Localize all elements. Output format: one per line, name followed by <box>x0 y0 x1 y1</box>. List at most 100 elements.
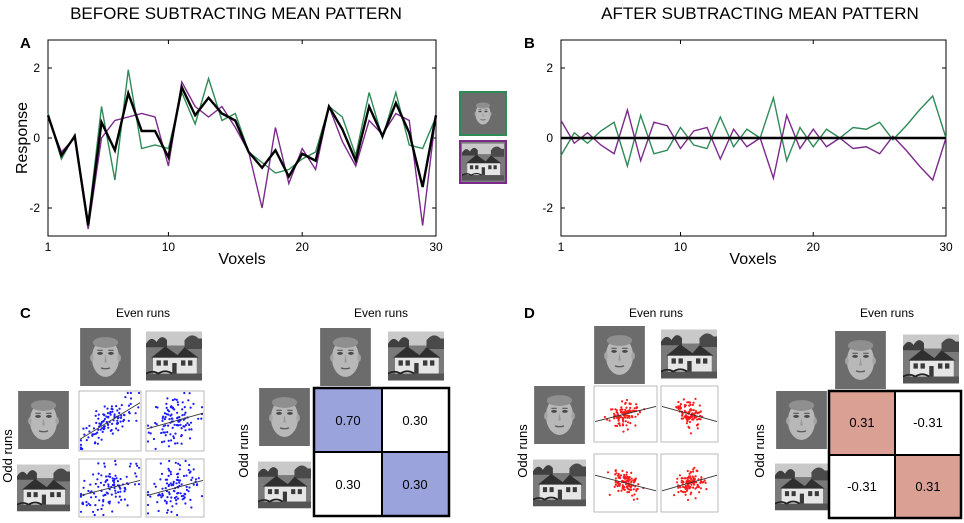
panel-c-matrix: 0.70 0.30 0.30 0.30 <box>312 386 451 518</box>
panel-c-scatter-point <box>109 429 112 432</box>
panel-a-xlabel: Voxels <box>218 251 265 268</box>
panel-a-ytick-label-2: -2 <box>29 201 40 215</box>
panel-b-series-face <box>560 94 947 169</box>
panel-c-scatter-point <box>106 492 109 495</box>
panel-d-scatter-point <box>628 416 631 419</box>
panel-c-scatter-point <box>96 478 99 481</box>
panel-c-scatter-point <box>171 406 174 409</box>
panel-c-scatter-point <box>97 417 100 420</box>
panel-d-scatter-point <box>677 491 680 494</box>
panel-c-scatter-point <box>168 491 171 494</box>
panel-c-scatter-point <box>172 480 175 483</box>
panel-c-scatter-point <box>94 495 97 498</box>
panel-d-scatter-point <box>691 403 695 406</box>
panel-c-scatter-point <box>161 419 164 422</box>
panel-d-cell-0-0 <box>829 391 895 455</box>
panel-b-ytick-label-1: 0 <box>546 131 553 145</box>
panel-c-scatter-point <box>169 433 172 436</box>
panel-c-scatter-point <box>190 506 193 509</box>
panel-c-scatter-point <box>166 431 169 434</box>
panel-c-scatter-point <box>129 391 132 395</box>
panel-c-scatter-point <box>165 406 168 409</box>
panel-c-scatter-point <box>137 391 141 395</box>
panel-c-scatter-point <box>172 435 175 438</box>
panel-d-scatter-point <box>688 404 691 407</box>
panel-c-scatter-point <box>162 425 165 428</box>
panel-d-scatter-point <box>613 417 616 420</box>
panel-b-series-house <box>560 107 947 182</box>
panel-c-scatter-point <box>192 402 195 405</box>
panel-c-scatter-point <box>189 498 192 501</box>
panel-c-scatter-point <box>124 488 127 491</box>
panel-c-scatter-point <box>88 424 91 427</box>
panel-c-scatter-point <box>114 492 117 495</box>
panel-c-scatter-point <box>113 486 116 490</box>
panel-c-scatter-point <box>135 419 138 422</box>
panel-c-scatter-point <box>184 429 187 432</box>
panel-c-scatter-point <box>94 414 97 417</box>
panel-c-scatter-point <box>187 399 190 402</box>
panel-c-scatter-point <box>189 421 193 424</box>
panel-c-scatter-point <box>110 493 113 496</box>
panel-d-scatter-odd-runs-label: Odd runs <box>515 424 530 478</box>
panel-c-scatter-point <box>175 495 178 498</box>
panel-c-scatter-point <box>163 499 166 502</box>
panel-c-scatter-point <box>79 510 83 513</box>
panel-d-scatter-point <box>687 483 690 487</box>
panel-c-scatter-point <box>94 482 97 485</box>
panel-c-scatter-point <box>79 492 83 496</box>
panel-c-scatter-point <box>102 498 105 502</box>
panel-c-scatter-point <box>83 479 86 482</box>
panel-c-row-face-image <box>17 391 70 449</box>
panel-d-matrix-col-house-image <box>903 333 959 385</box>
panel-d-scatter-point <box>630 415 634 418</box>
panel-d-scatter-point <box>692 478 695 481</box>
panel-d-scatter-point <box>697 423 700 426</box>
panel-c-scatter-point <box>85 427 88 430</box>
panel-c-scatter-point <box>103 414 106 417</box>
panel-c-scatter-point <box>178 468 181 471</box>
panel-c-scatter-point <box>123 498 126 501</box>
panel-c-scatter-point <box>97 485 100 488</box>
panel-d-scatter-point <box>704 481 707 484</box>
panel-d-scatter-point <box>614 408 617 411</box>
panel-c-scatter-point <box>126 504 129 507</box>
panel-c-scatter-point <box>93 513 96 517</box>
panel-d-scatter-point <box>626 477 629 480</box>
panel-d-scatter-point <box>687 401 691 404</box>
panel-d-scatter-point <box>614 469 617 473</box>
panel-c-scatter-point <box>174 461 177 464</box>
panel-c-scatter-point <box>182 474 186 478</box>
panel-d-scatter-point <box>621 416 625 419</box>
panel-c-scatter-point <box>171 399 174 402</box>
panel-d-scatter-point <box>688 417 692 420</box>
panel-c-scatter-point <box>117 501 120 504</box>
panel-c-scatter-point <box>188 471 191 474</box>
panel-b-xlabel: Voxels <box>729 251 776 268</box>
panel-c-scatter-point <box>114 495 117 498</box>
panel-d-scatter-point <box>685 422 689 425</box>
panel-d-scatter-point <box>699 487 703 490</box>
panel-c-col-face-image <box>79 328 132 386</box>
panel-c-scatter-point <box>167 483 171 486</box>
panel-c-scatter-point <box>125 475 128 478</box>
panel-c-scatter-point <box>81 447 84 451</box>
panel-c-scatter-point <box>82 486 85 489</box>
panel-c-cell-1-0 <box>314 452 382 516</box>
panel-c-scatter-point <box>111 479 115 482</box>
panel-c-scatter-point <box>136 464 139 467</box>
panel-d-scatter-point <box>694 410 698 413</box>
panel-c-scatter-point <box>100 474 103 477</box>
panel-c-scatter-point <box>180 442 183 445</box>
panel-c-scatter-point <box>176 411 179 414</box>
panel-c-scatter-point <box>103 465 106 468</box>
panel-c-scatter-point <box>79 495 83 498</box>
panel-d-scatter-point <box>689 470 692 474</box>
panel-c-scatter-point <box>188 463 191 467</box>
panel-d-scatter-point <box>682 485 685 488</box>
panel-c-scatter-point <box>163 412 166 415</box>
panel-c-scatter-point <box>167 467 170 470</box>
panel-c-scatter-point <box>107 423 110 426</box>
